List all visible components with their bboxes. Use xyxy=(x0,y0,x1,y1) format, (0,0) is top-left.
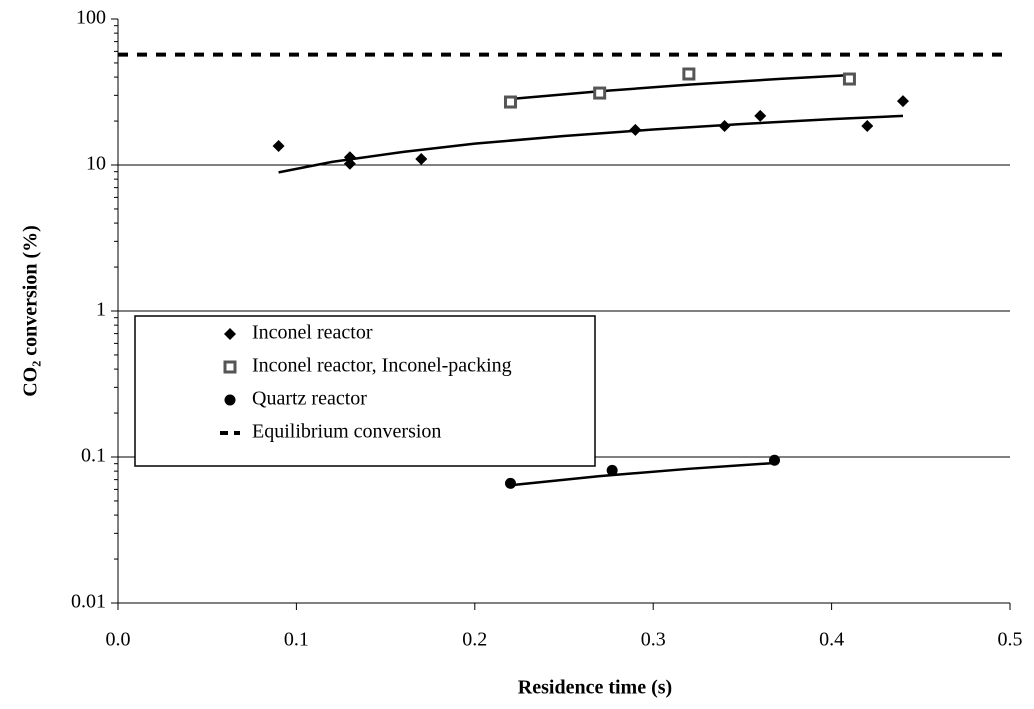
y-axis-label: CO₂ conversion (%) xyxy=(20,225,42,397)
point xyxy=(415,152,428,165)
point xyxy=(272,139,285,152)
legend-label: Quartz reactor xyxy=(252,388,367,410)
point xyxy=(896,95,909,108)
x-tick-label: 0.4 xyxy=(819,629,844,651)
x-axis-label: Residence time (s) xyxy=(518,677,672,699)
point xyxy=(503,95,517,109)
x-tick-label: 0.3 xyxy=(641,629,666,651)
legend-box xyxy=(134,315,596,467)
point xyxy=(754,109,767,122)
y-tick-label: 10 xyxy=(86,153,106,175)
point xyxy=(718,119,731,132)
point xyxy=(606,464,618,476)
x-tick-label: 0.1 xyxy=(284,629,309,651)
x-tick-label: 0.2 xyxy=(462,629,487,651)
trend-line xyxy=(510,73,850,101)
point xyxy=(593,86,607,100)
legend-marker xyxy=(224,328,236,340)
point xyxy=(769,454,781,466)
y-tick-label: 0.1 xyxy=(81,445,106,467)
legend-label: Inconel reactor xyxy=(252,322,373,344)
point xyxy=(629,123,642,136)
y-tick-label: 1 xyxy=(96,299,106,321)
point xyxy=(343,157,356,170)
x-tick-label: 0.0 xyxy=(106,629,131,651)
point xyxy=(682,67,696,81)
trend-line xyxy=(278,114,904,174)
trend-line xyxy=(510,461,775,487)
legend-label: Equilibrium conversion xyxy=(252,421,441,443)
y-tick-label: 100 xyxy=(76,7,106,29)
legend-marker xyxy=(223,360,237,374)
legend-marker xyxy=(224,394,236,406)
y-tick-label: 0.01 xyxy=(71,591,106,613)
x-tick-label: 0.5 xyxy=(998,629,1023,651)
point xyxy=(504,477,516,489)
point xyxy=(343,151,356,164)
point xyxy=(861,119,874,132)
point xyxy=(842,72,856,86)
legend-label: Inconel reactor, Inconel-packing xyxy=(252,355,512,377)
